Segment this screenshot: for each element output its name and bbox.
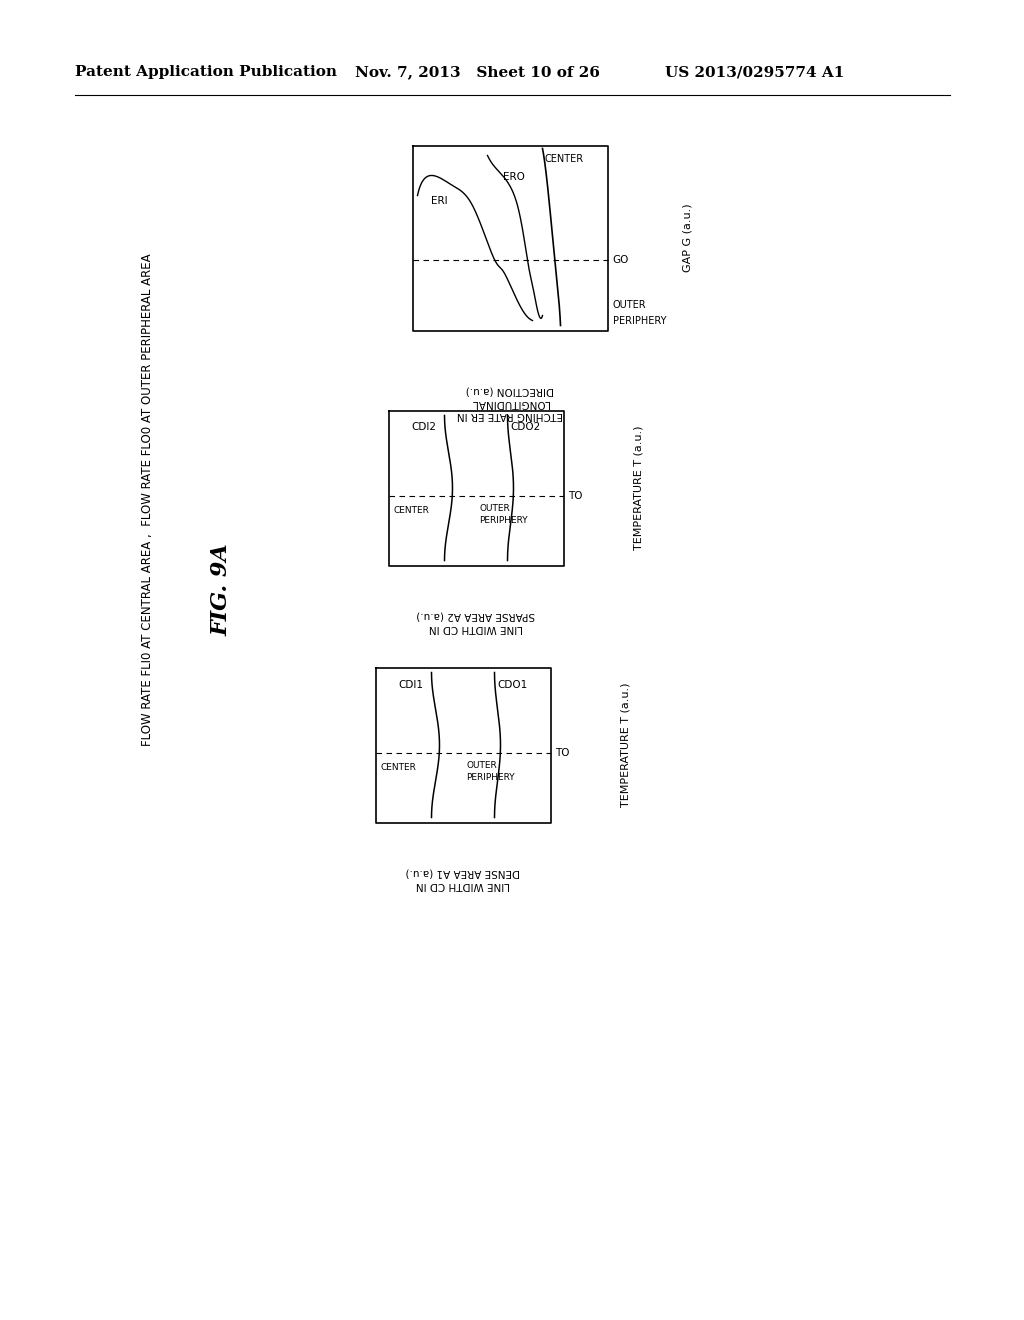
Text: PERIPHERY: PERIPHERY — [467, 772, 515, 781]
Text: CDO1: CDO1 — [498, 680, 527, 689]
Text: TEMPERATURE T (a.u.): TEMPERATURE T (a.u.) — [634, 426, 643, 550]
Text: ETCHING RATE ER IN
LONGITUDINAL
DIRECTION (a.u.): ETCHING RATE ER IN LONGITUDINAL DIRECTIO… — [457, 385, 563, 420]
Text: ERO: ERO — [503, 173, 524, 182]
Text: ERI: ERI — [430, 195, 447, 206]
Text: CDO2: CDO2 — [511, 422, 541, 433]
Text: CENTER: CENTER — [545, 153, 584, 164]
Text: TEMPERATURE T (a.u.): TEMPERATURE T (a.u.) — [621, 682, 631, 808]
Text: TO: TO — [555, 747, 570, 758]
Text: CENTER: CENTER — [393, 506, 429, 515]
Text: CENTER: CENTER — [381, 763, 417, 772]
Text: LINE WIDTH CD IN
SPARSE AREA A2 (a.u.): LINE WIDTH CD IN SPARSE AREA A2 (a.u.) — [417, 610, 536, 632]
Text: OUTER: OUTER — [612, 301, 646, 310]
Text: Patent Application Publication: Patent Application Publication — [75, 65, 337, 79]
Text: Nov. 7, 2013   Sheet 10 of 26: Nov. 7, 2013 Sheet 10 of 26 — [355, 65, 600, 79]
Text: FLOW RATE FLI0 AT CENTRAL AREA ,  FLOW RATE FLO0 AT OUTER PERIPHERAL AREA: FLOW RATE FLI0 AT CENTRAL AREA , FLOW RA… — [141, 253, 155, 746]
Text: GAP G (a.u.): GAP G (a.u.) — [683, 203, 692, 272]
Text: PERIPHERY: PERIPHERY — [612, 315, 666, 326]
Text: FIG. 9A: FIG. 9A — [211, 544, 233, 636]
Text: CDI1: CDI1 — [398, 680, 424, 689]
Text: LINE WIDTH CD IN
DENSE AREA A1 (a.u.): LINE WIDTH CD IN DENSE AREA A1 (a.u.) — [406, 867, 520, 890]
Text: PERIPHERY: PERIPHERY — [479, 516, 528, 525]
Text: GO: GO — [612, 255, 629, 265]
Text: TO: TO — [568, 491, 583, 500]
Text: OUTER: OUTER — [479, 504, 510, 512]
Text: CDI2: CDI2 — [412, 422, 436, 433]
Text: US 2013/0295774 A1: US 2013/0295774 A1 — [665, 65, 845, 79]
Text: OUTER: OUTER — [467, 760, 498, 770]
